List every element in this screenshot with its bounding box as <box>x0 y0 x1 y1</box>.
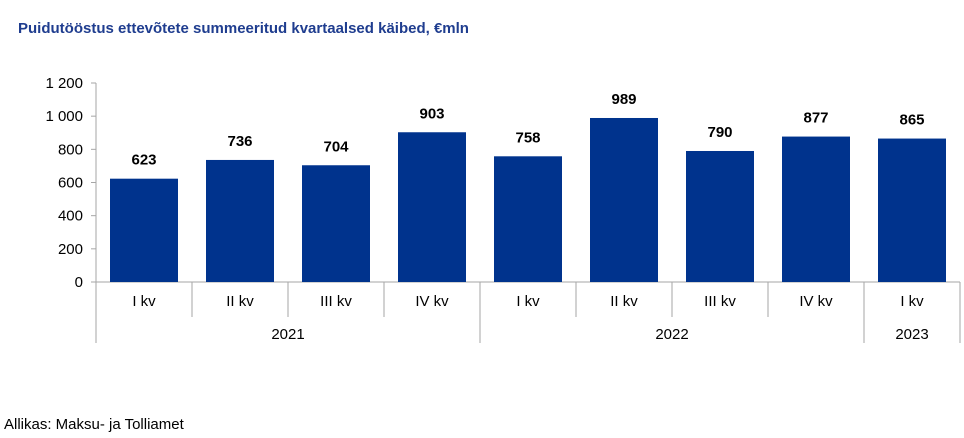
bar <box>206 159 274 282</box>
y-tick-label: 200 <box>58 241 83 258</box>
x-category-label: IV kv <box>799 293 833 310</box>
y-tick-label: 0 <box>75 274 83 291</box>
x-category-label: I kv <box>132 293 156 310</box>
bar <box>878 138 946 282</box>
y-tick-label: 1 000 <box>45 108 83 125</box>
chart-title: Puidutööstus ettevõtete summeeritud kvar… <box>18 20 469 37</box>
y-tick-label: 1 200 <box>45 75 83 92</box>
bar-value-label: 903 <box>419 105 444 122</box>
x-year-label: 2022 <box>655 326 688 343</box>
x-category-label: III kv <box>704 293 736 310</box>
bar <box>590 117 658 282</box>
bar <box>686 150 754 282</box>
y-tick-label: 400 <box>58 208 83 225</box>
x-category-label: II kv <box>610 293 638 310</box>
y-tick-label: 800 <box>58 141 83 158</box>
x-year-label: 2021 <box>271 326 304 343</box>
bar-value-label: 758 <box>515 129 540 146</box>
x-year-label: 2023 <box>895 326 928 343</box>
bar-value-label: 877 <box>803 110 828 127</box>
x-category-label: I kv <box>900 293 924 310</box>
x-category-label: III kv <box>320 293 352 310</box>
bar-value-label: 704 <box>323 138 349 155</box>
bar <box>110 178 178 282</box>
y-tick-label: 600 <box>58 175 83 192</box>
x-category-label: II kv <box>226 293 254 310</box>
bar-value-label: 790 <box>707 124 732 141</box>
bar-value-label: 865 <box>899 112 924 129</box>
x-category-label: I kv <box>516 293 540 310</box>
bar <box>782 136 850 282</box>
bar-value-label: 623 <box>131 152 156 169</box>
bar-value-label: 736 <box>227 133 252 150</box>
bar <box>302 165 370 282</box>
bar <box>398 132 466 282</box>
source-note: Allikas: Maksu- ja Tolliamet <box>4 416 184 433</box>
bar-value-label: 989 <box>611 91 636 108</box>
bar <box>494 156 562 282</box>
x-category-label: IV kv <box>415 293 449 310</box>
